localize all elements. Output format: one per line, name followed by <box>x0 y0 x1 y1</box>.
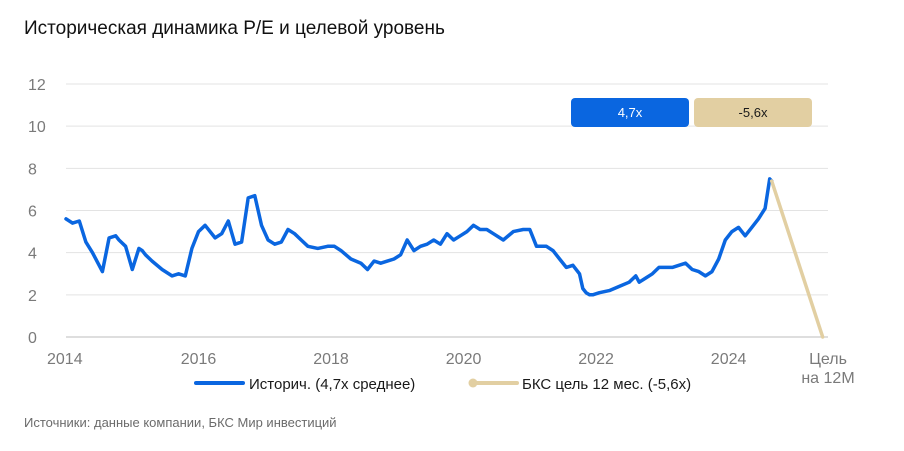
grid-lines <box>66 83 828 338</box>
badge-historical: 4,7x <box>571 98 689 127</box>
legend-target-label: БКС цель 12 мес. (-5,6x) <box>522 376 691 393</box>
x-tick-label: 2018 <box>313 351 349 368</box>
legend: Историч. (4,7x среднее) БКС цель 12 мес.… <box>194 376 691 393</box>
y-tick-label: 2 <box>28 288 37 305</box>
x-tick-label: 2014 <box>47 351 83 368</box>
x-tick-label: 2022 <box>578 351 614 368</box>
series-group <box>64 177 825 339</box>
x-tick-label: 2020 <box>446 351 482 368</box>
x-tick-label: Цель на 12M <box>801 351 854 387</box>
source-note: Источники: данные компании, БКС Мир инве… <box>24 415 337 430</box>
badge-target-label: -5,6x <box>739 105 768 120</box>
badge-target-bg <box>694 98 812 127</box>
legend-target-marker <box>468 378 478 388</box>
chart-title: Историческая динамика P/E и целевой уров… <box>24 18 445 39</box>
y-tick-label: 6 <box>28 204 37 221</box>
x-tick-label: 2016 <box>181 351 217 368</box>
y-tick-label: 12 <box>28 77 46 94</box>
badge-historical-label: 4,7x <box>618 105 643 120</box>
y-tick-label: 8 <box>28 161 37 178</box>
x-axis-ticks: 2014 2016 2018 2020 2022 2024 Цель на 12M <box>47 351 855 387</box>
y-tick-label: 0 <box>28 330 37 347</box>
x-tick-label: 2024 <box>711 351 747 368</box>
y-tick-label: 4 <box>28 246 37 263</box>
y-tick-label: 10 <box>28 119 46 136</box>
series-line-target <box>769 179 825 339</box>
y-axis-ticks: 0 2 4 6 8 10 12 <box>28 77 46 347</box>
badge-historical-bg <box>571 98 689 127</box>
series-line-historical <box>64 177 774 297</box>
badge-target: -5,6x <box>694 98 812 127</box>
legend-historical-label: Историч. (4,7x среднее) <box>249 376 415 393</box>
